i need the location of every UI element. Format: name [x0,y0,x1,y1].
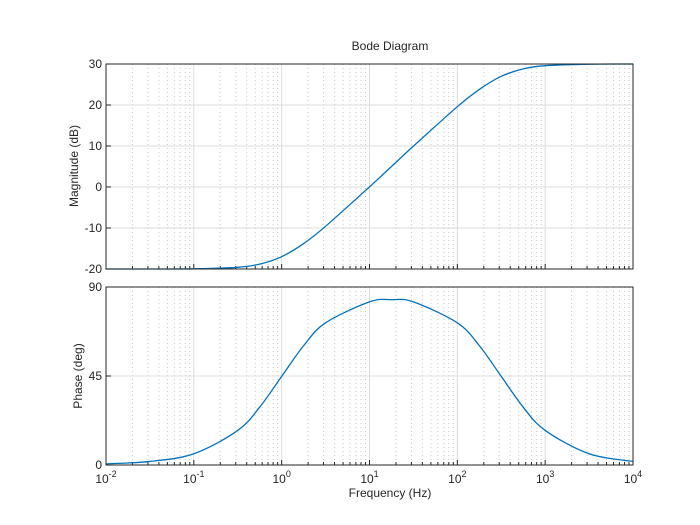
tick-base: 10 [448,472,462,486]
x-tick-label: 104 [624,469,642,486]
phase-curve [105,298,634,465]
tick-exponent: 2 [462,469,467,479]
x-tick-label: 100 [272,469,290,486]
x-tick-label: 103 [536,469,554,486]
magnitude-axes: 30 20 10 0 -10 -20 [85,57,634,276]
magnitude-curve [105,63,634,270]
y-tick-label: 0 [95,458,102,472]
x-tick-label: 102 [448,469,466,486]
tick-base: 10 [272,472,286,486]
x-axis-label: Frequency (Hz) [349,486,432,500]
tick-base: 10 [624,472,638,486]
tick-base: 10 [536,472,550,486]
axes-box [105,63,634,270]
phase-y-label: Phase (deg) [71,343,85,408]
tick-base: 10 [360,472,374,486]
y-tick-label: 20 [89,98,103,112]
magnitude-y-label: Magnitude (dB) [67,125,81,207]
y-tick-label: 30 [89,57,103,71]
axes-box [105,286,634,466]
y-tick-label: 10 [89,139,103,153]
x-tick-label: 101 [360,469,378,486]
tick-exponent: 4 [637,469,642,479]
tick-exponent: -1 [197,469,205,479]
tick-exponent: -2 [109,469,117,479]
y-tick-label: 45 [89,369,103,383]
y-tick-label: 0 [95,180,102,194]
chart-title: Bode Diagram [352,39,429,53]
tick-base: 10 [95,472,109,486]
y-tick-label: -10 [85,221,103,235]
x-tick-label: 10-2 [95,469,116,486]
tick-exponent: 0 [286,469,291,479]
x-tick-label: 10-1 [183,469,204,486]
tick-exponent: 3 [549,469,554,479]
y-tick-label: 90 [89,280,103,294]
y-tick-label: -20 [85,262,103,276]
tick-base: 10 [183,472,197,486]
tick-exponent: 1 [374,469,379,479]
